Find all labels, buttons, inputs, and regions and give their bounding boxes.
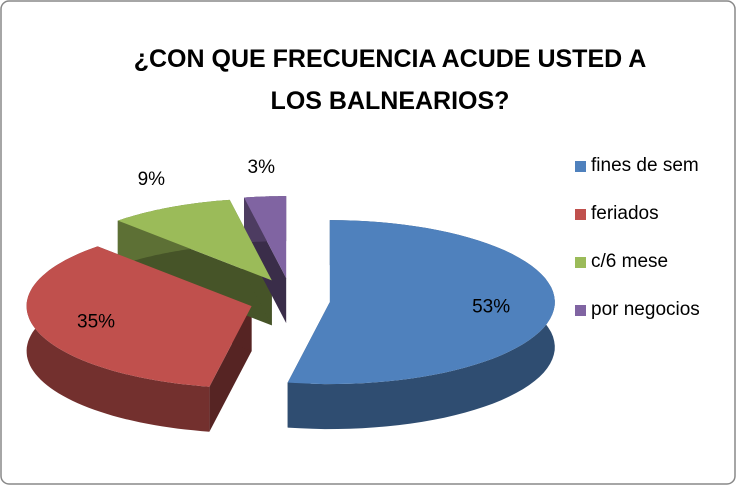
- data-label: 53%: [472, 297, 510, 318]
- legend-label: por negocios: [591, 299, 700, 320]
- chart-title: ¿CON QUE FRECUENCIA ACUDE USTED A LOS BA…: [133, 45, 647, 115]
- legend-swatch: [575, 161, 586, 172]
- data-label: 35%: [77, 312, 115, 333]
- slice: [287, 220, 555, 385]
- slice: [117, 199, 272, 281]
- legend-swatch: [575, 209, 586, 220]
- legend-swatch: [575, 257, 586, 268]
- slice: [244, 196, 287, 279]
- slice: [26, 246, 252, 387]
- legend-label: fines de sem: [591, 155, 699, 176]
- legend-label: c/6 mese: [591, 251, 668, 272]
- data-label: 9%: [138, 169, 166, 190]
- legend-swatch: [575, 305, 586, 316]
- data-label: 3%: [248, 157, 276, 178]
- legend-label: feriados: [591, 203, 659, 224]
